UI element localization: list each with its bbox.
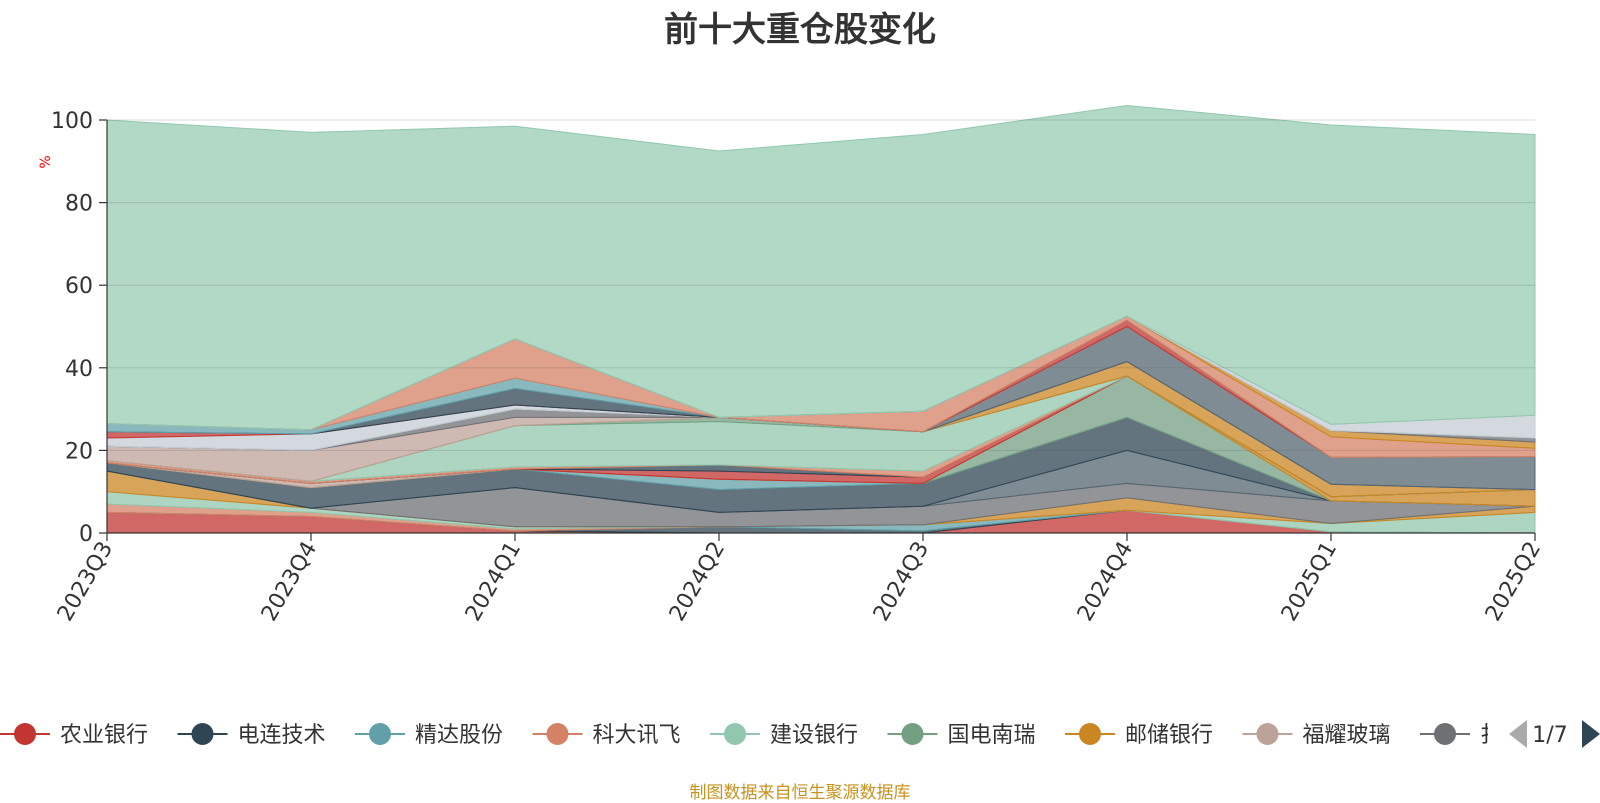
legend-marker bbox=[546, 723, 569, 745]
legend-marker bbox=[369, 723, 391, 745]
area-series-45 bbox=[106, 104, 1536, 431]
legend-item[interactable]: 邮储银行 bbox=[1065, 723, 1213, 748]
legend-marker bbox=[191, 723, 214, 745]
x-tick-label: 2024Q4 bbox=[1073, 538, 1138, 626]
legend-clip-mask bbox=[1488, 710, 1600, 760]
x-tick-label: 2025Q1 bbox=[1277, 538, 1342, 626]
chart-title: 前十大重仓股变化 bbox=[664, 10, 936, 50]
legend-label: 农业银行 bbox=[60, 723, 148, 748]
legend-label: 建设银行 bbox=[770, 723, 858, 748]
x-tick-label: 2024Q3 bbox=[869, 538, 934, 626]
legend-label: 精达股份 bbox=[415, 723, 503, 748]
y-tick-label: 20 bbox=[65, 439, 93, 464]
legend-page-indicator: 1/7 bbox=[1532, 723, 1567, 748]
legend-marker bbox=[1079, 723, 1101, 745]
legend-prev-page-icon[interactable] bbox=[1509, 720, 1527, 748]
legend-label: 科大讯飞 bbox=[593, 723, 681, 748]
legend-label: 邮储银行 bbox=[1125, 723, 1213, 748]
legend-pager: 1/7 bbox=[1509, 720, 1600, 748]
x-tick-label: 2024Q1 bbox=[461, 538, 526, 626]
legend-marker bbox=[724, 723, 746, 745]
y-tick-label: 80 bbox=[65, 192, 93, 217]
x-tick-label: 2024Q2 bbox=[665, 538, 730, 626]
legend-next-page-icon[interactable] bbox=[1582, 720, 1600, 748]
x-tick-label: 2023Q3 bbox=[53, 538, 118, 626]
legend-marker bbox=[1434, 723, 1456, 745]
legend-item[interactable]: 电连技术 bbox=[177, 723, 326, 748]
legend-label: 国电南瑞 bbox=[948, 723, 1036, 748]
legend: 农业银行电连技术精达股份科大讯飞建设银行国电南瑞邮储银行福耀玻璃扌 bbox=[0, 710, 1600, 760]
x-tick-label: 2025Q2 bbox=[1481, 538, 1546, 626]
legend-marker bbox=[901, 723, 924, 745]
legend-item[interactable]: 科大讯飞 bbox=[532, 723, 681, 748]
area-series-layer bbox=[106, 104, 1536, 534]
legend-item[interactable]: 建设银行 bbox=[710, 723, 858, 748]
legend-item[interactable]: 农业银行 bbox=[0, 723, 148, 748]
legend-item[interactable]: 精达股份 bbox=[355, 723, 503, 748]
legend-label: 福耀玻璃 bbox=[1303, 723, 1391, 748]
y-axis-unit-label: % bbox=[38, 155, 54, 168]
legend-label: 电连技术 bbox=[238, 723, 326, 748]
legend-item[interactable]: 福耀玻璃 bbox=[1242, 723, 1391, 748]
y-tick-label: 60 bbox=[65, 274, 93, 299]
y-tick-label: 0 bbox=[79, 522, 93, 547]
data-source-note: 制图数据来自恒生聚源数据库 bbox=[689, 783, 911, 803]
x-tick-label: 2023Q4 bbox=[257, 538, 322, 626]
legend-item[interactable]: 国电南瑞 bbox=[887, 723, 1036, 748]
legend-marker bbox=[1256, 723, 1279, 745]
grid-lines bbox=[107, 119, 1535, 451]
y-tick-label: 40 bbox=[65, 357, 93, 382]
legend-marker bbox=[14, 723, 36, 745]
y-tick-label: 100 bbox=[51, 109, 93, 134]
